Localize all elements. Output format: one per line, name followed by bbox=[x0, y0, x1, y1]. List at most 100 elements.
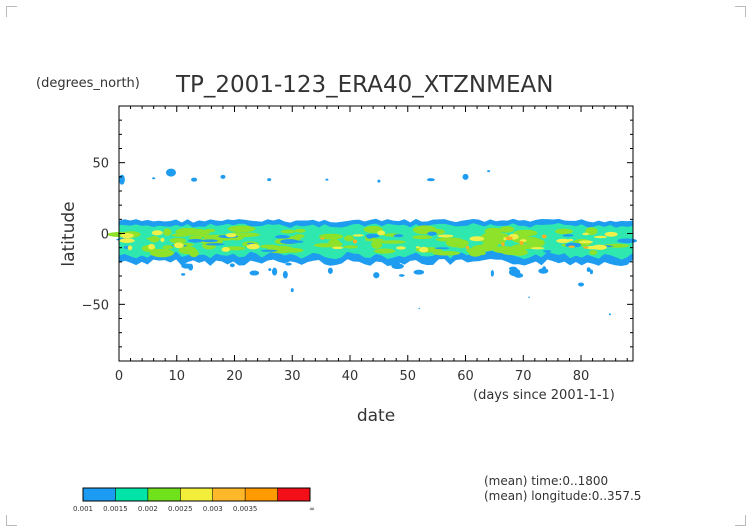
band-blue-streak bbox=[280, 239, 299, 245]
northern-blue-blob bbox=[152, 177, 156, 180]
y-tick-label: 50 bbox=[92, 157, 109, 172]
band-blue-streak bbox=[617, 238, 637, 244]
colorbar-tick-label: 0.002 bbox=[138, 505, 158, 513]
band-yellow-patch bbox=[120, 233, 134, 239]
plot-area: 0 10 20 30 40 50 60 70 80 50 0 −50 bbox=[82, 105, 637, 384]
band-green-patch bbox=[521, 237, 541, 245]
colorbar-swatch bbox=[147, 488, 181, 501]
band-blue-streak bbox=[205, 243, 225, 246]
y-tick-label: −50 bbox=[82, 298, 109, 313]
band-yellow-patch bbox=[578, 240, 593, 244]
band-green-patch bbox=[280, 229, 296, 234]
band-green-patch bbox=[432, 250, 461, 256]
band-yellow-patch bbox=[437, 234, 454, 238]
y-units-label: (degrees_north) bbox=[36, 76, 140, 91]
band-green-patch bbox=[555, 228, 573, 235]
southern-blue-blob bbox=[249, 270, 260, 276]
crop-mark-bottom-left bbox=[6, 515, 17, 526]
x-axis-label: date bbox=[357, 406, 395, 426]
band-orange-spot bbox=[568, 245, 576, 248]
band-blue-streak bbox=[427, 231, 437, 236]
band-green-patch bbox=[481, 232, 509, 240]
band-green-patch bbox=[169, 237, 187, 244]
colorbar-tick-label: 0.001 bbox=[73, 505, 93, 513]
band-orange-spot bbox=[352, 239, 358, 244]
southern-blue-blob bbox=[327, 267, 333, 274]
northern-blue-blob bbox=[267, 178, 272, 182]
southern-blue-blob bbox=[538, 268, 549, 274]
colorbar-swatch bbox=[180, 488, 213, 501]
chart-title: TP_2001-123_ERA40_XTZNMEAN bbox=[175, 72, 553, 98]
crop-mark-top-left bbox=[6, 6, 17, 17]
x-tick-label: 20 bbox=[226, 369, 243, 384]
band-yellow-patch bbox=[148, 243, 155, 250]
southern-blue-blob bbox=[418, 307, 421, 310]
band-blue-streak bbox=[562, 234, 574, 237]
band-yellow-patch bbox=[221, 247, 230, 252]
band-green-patch bbox=[204, 228, 216, 233]
band-green-patch bbox=[149, 248, 174, 258]
band-green-patch bbox=[589, 250, 598, 256]
colorbar-swatch bbox=[245, 488, 278, 501]
band-yellow-patch bbox=[352, 234, 364, 237]
note-time-mean: (mean) time:0..1800 bbox=[484, 474, 608, 488]
southern-blue-blob bbox=[608, 313, 611, 316]
southern-blue-blob bbox=[285, 262, 292, 266]
band-green-patch bbox=[371, 240, 383, 249]
band-green-patch bbox=[284, 248, 304, 253]
band-green-patch bbox=[477, 251, 486, 256]
x-tick-label: 10 bbox=[168, 369, 185, 384]
band-green-patch bbox=[149, 236, 160, 243]
band-yellow-patch bbox=[530, 247, 545, 250]
band-green-patch bbox=[471, 244, 495, 252]
x-tick-label: 70 bbox=[515, 369, 532, 384]
x-units-label: (days since 2001-1-1) bbox=[473, 388, 615, 403]
band-blue-streak bbox=[542, 250, 552, 253]
band-green-patch bbox=[343, 245, 358, 249]
colorbar-tick-label: 0.0035 bbox=[233, 505, 258, 513]
southern-blue-blob bbox=[490, 270, 494, 277]
band-yellow-patch bbox=[225, 233, 237, 238]
band-green-patch bbox=[511, 247, 528, 256]
band-yellow-patch bbox=[246, 243, 260, 250]
colorbar: 0.001 0.0015 0.002 0.0025 0.003 0.0035 ∞ bbox=[73, 487, 315, 513]
colorbar-swatch bbox=[277, 488, 310, 501]
band-blue-streak bbox=[365, 233, 380, 238]
band-blue-streak bbox=[434, 247, 450, 250]
band-green-patch bbox=[534, 243, 543, 248]
colorbar-frame bbox=[82, 487, 311, 502]
colorbar-tick-label: 0.003 bbox=[203, 505, 223, 513]
northern-blue-blob bbox=[487, 170, 491, 173]
southern-blue-blob bbox=[398, 274, 405, 277]
northern-blue-blob bbox=[118, 174, 125, 185]
band-green-patch bbox=[318, 233, 344, 240]
band-orange-spot bbox=[501, 242, 505, 247]
colorbar-tick-label: 0.0015 bbox=[103, 505, 128, 513]
band-blue-streak bbox=[393, 234, 404, 238]
band-green-patch bbox=[294, 228, 306, 233]
band-yellow-patch bbox=[151, 230, 163, 236]
southern-blue-blob bbox=[578, 282, 585, 287]
southern-blue-blob bbox=[395, 262, 401, 269]
northern-blue-blob bbox=[220, 174, 226, 179]
band-yellow-patch bbox=[415, 246, 421, 249]
southern-blue-blob bbox=[268, 268, 272, 272]
southern-blue-blob bbox=[373, 272, 380, 279]
band-yellow-patch bbox=[377, 230, 386, 236]
x-tick-label: 0 bbox=[115, 369, 123, 384]
band-green-patch bbox=[163, 228, 172, 236]
band-green-patch bbox=[192, 228, 207, 236]
band-yellow-patch bbox=[160, 237, 165, 243]
x-tick-label: 80 bbox=[573, 369, 590, 384]
band-orange-spot bbox=[541, 234, 547, 239]
band-blue-streak bbox=[187, 239, 204, 243]
crop-mark-top-right bbox=[735, 6, 746, 17]
southern-blue-blob bbox=[290, 288, 294, 293]
contour-field bbox=[107, 168, 637, 316]
band-orange-spot bbox=[465, 245, 470, 249]
southern-blue-blob bbox=[589, 269, 593, 275]
northern-blue-blob bbox=[377, 179, 381, 183]
southern-blue-blob bbox=[586, 267, 591, 273]
northern-blue-blob bbox=[325, 178, 329, 181]
